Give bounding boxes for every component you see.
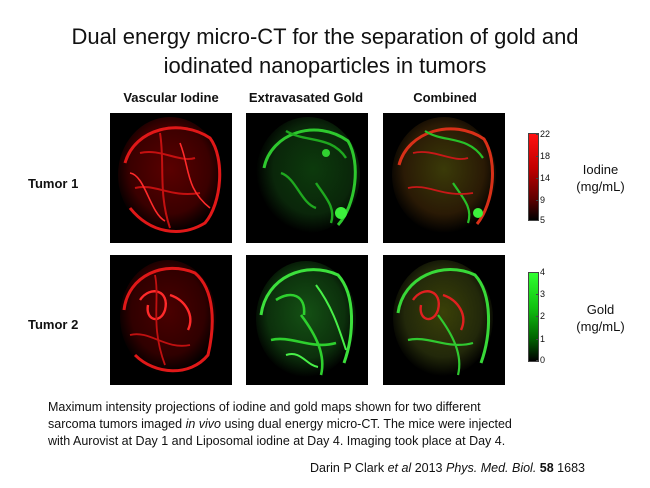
- gold-tick: 1: [535, 334, 546, 344]
- tumor-1-combined-image: [383, 113, 505, 243]
- figure-caption: Maximum intensity projections of iodine …: [48, 399, 628, 450]
- citation-journal: Phys. Med. Biol.: [445, 461, 537, 475]
- column-header-vascular-iodine: Vascular Iodine: [123, 90, 219, 105]
- citation-authors: Darin P Clark: [310, 461, 388, 475]
- citation-year: 2013: [411, 461, 446, 475]
- tumor-2-combined-image: [383, 255, 505, 385]
- citation-volume: 58: [539, 461, 554, 475]
- column-header-combined: Combined: [413, 90, 477, 105]
- gold-unit-value: (mg/mL): [576, 319, 625, 334]
- caption-in-vivo: in vivo: [185, 417, 221, 431]
- gold-unit-name: Gold: [586, 302, 615, 317]
- caption-line-3: with Aurovist at Day 1 and Liposomal iod…: [48, 434, 506, 448]
- caption-line-2-end: using dual energy micro-CT. The mice wer…: [221, 417, 512, 431]
- tumor-2-gold-image: [246, 255, 368, 385]
- row-header-tumor-2: Tumor 2: [28, 317, 79, 332]
- gold-tick: 2: [535, 311, 546, 321]
- gold-tick: 3: [535, 289, 546, 299]
- iodine-tick: 9: [535, 195, 546, 205]
- caption-line-2: sarcoma tumors imaged in vivo using dual…: [48, 416, 628, 433]
- gold-unit-label: Gold (mg/mL): [563, 301, 638, 335]
- citation-page: 1683: [553, 461, 585, 475]
- slide-title-line-2: iodinated nanoparticles in tumors: [163, 53, 487, 78]
- gold-tick: 0: [535, 355, 546, 365]
- column-header-extravasated-gold: Extravasated Gold: [248, 90, 364, 105]
- caption-line-1: Maximum intensity projections of iodine …: [48, 400, 481, 414]
- slide-title-line-1: Dual energy micro-CT for the separation …: [71, 24, 579, 49]
- row-header-tumor-1: Tumor 1: [28, 176, 79, 191]
- tumor-1-gold-image: [246, 113, 368, 243]
- citation: Darin P Clark et al 2013 Phys. Med. Biol…: [310, 461, 640, 475]
- iodine-tick: 14: [535, 173, 551, 183]
- iodine-tick: 18: [535, 151, 551, 161]
- citation-etal: et al: [387, 461, 412, 475]
- caption-line-2-start: sarcoma tumors imaged: [48, 417, 186, 431]
- gold-colorbar: [528, 272, 539, 362]
- gold-tick: 4: [535, 267, 546, 277]
- iodine-tick: 22: [535, 129, 551, 139]
- iodine-unit-name: Iodine: [582, 162, 619, 177]
- iodine-unit-label: Iodine (mg/mL): [563, 161, 638, 195]
- iodine-colorbar: [528, 133, 539, 221]
- iodine-unit-value: (mg/mL): [576, 179, 625, 194]
- slide-title: Dual energy micro-CT for the separation …: [20, 22, 630, 80]
- iodine-tick: 5: [535, 215, 546, 225]
- tumor-1-iodine-image: [110, 113, 232, 243]
- tumor-2-iodine-image: [110, 255, 232, 385]
